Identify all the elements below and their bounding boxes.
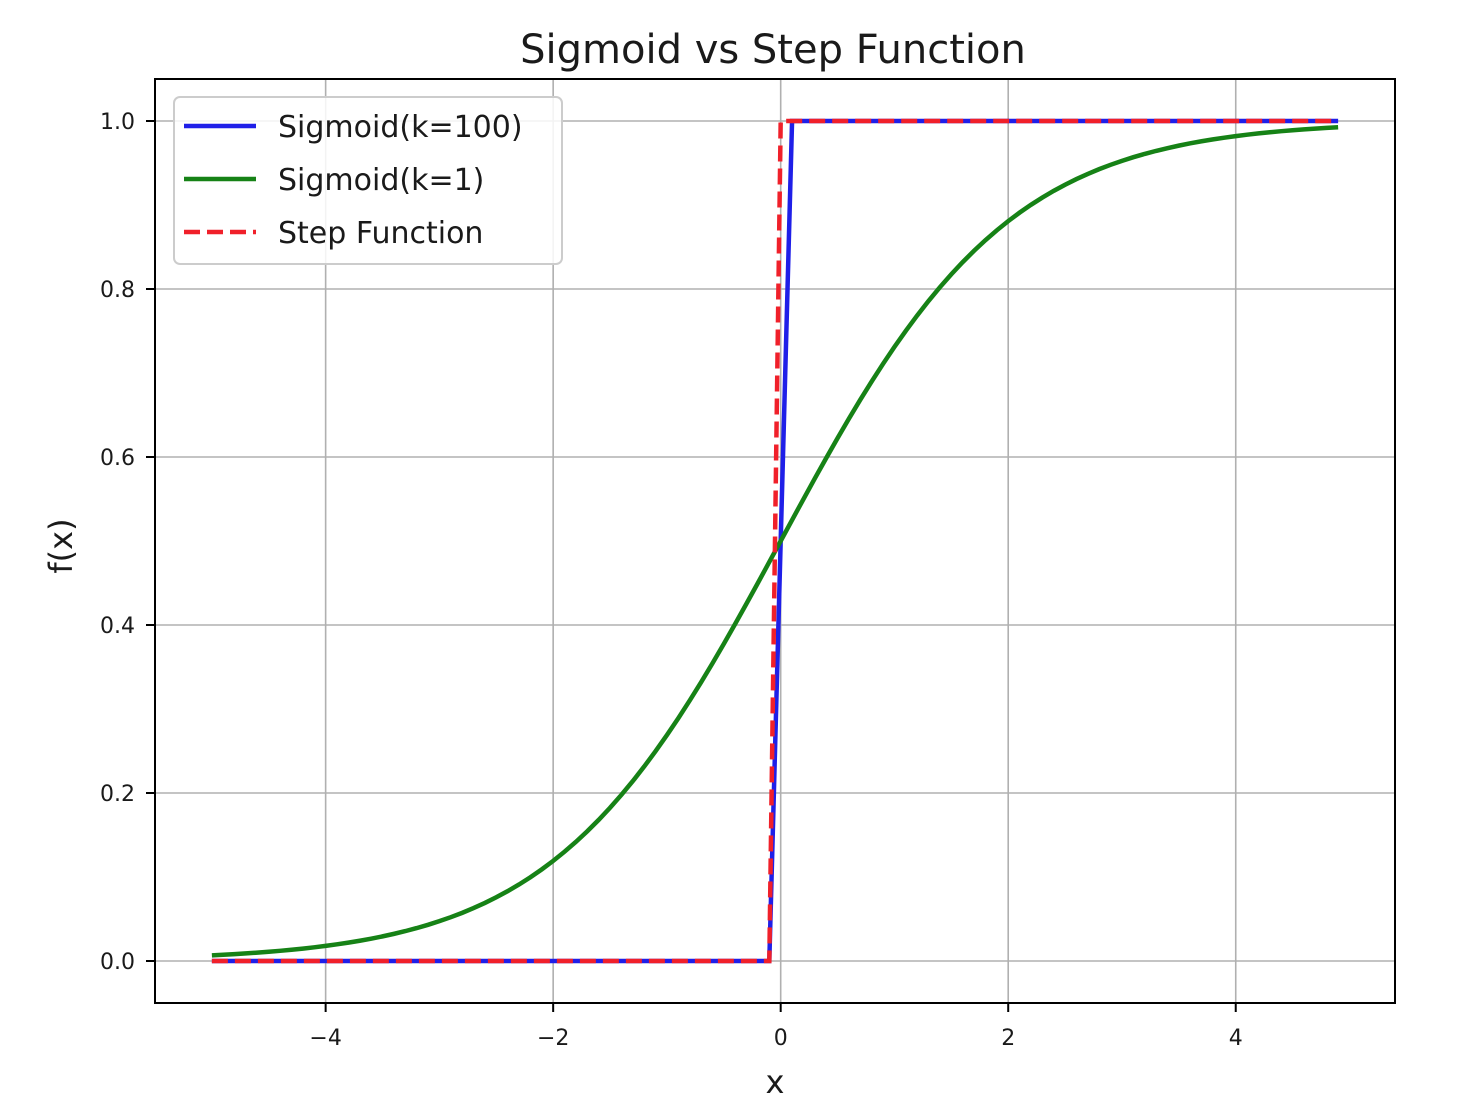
series-step-function bbox=[211, 118, 1339, 964]
legend-label: Sigmoid(k=1) bbox=[278, 163, 484, 198]
plot-frame bbox=[154, 78, 1396, 1004]
legend-label: Step Function bbox=[278, 216, 483, 251]
x-tick-label: 2 bbox=[1001, 1026, 1015, 1051]
legend: Sigmoid(k=100) Sigmoid(k=1) Step Function bbox=[173, 96, 563, 265]
x-tick-label: 4 bbox=[1229, 1026, 1243, 1051]
y-axis-label: f(x) bbox=[42, 518, 80, 573]
chart-title: Sigmoid vs Step Function bbox=[520, 27, 1026, 73]
x-tick-label: −4 bbox=[309, 1026, 341, 1051]
y-tick-label: 0.4 bbox=[100, 614, 135, 639]
y-tick-label: 1.0 bbox=[100, 110, 135, 135]
x-tick-label: −2 bbox=[537, 1026, 569, 1051]
y-tick-label: 0.8 bbox=[100, 278, 135, 303]
y-tick-label: 0.0 bbox=[100, 950, 135, 975]
axis-ticks: −4 −2 0 2 4 0.0 0.2 0.4 0.6 0.8 1.0 bbox=[100, 110, 1243, 1051]
series-lines bbox=[211, 118, 1339, 964]
y-tick-label: 0.6 bbox=[100, 446, 135, 471]
legend-box bbox=[173, 96, 563, 265]
x-axis-label: x bbox=[766, 1063, 785, 1101]
x-tick-label: 0 bbox=[774, 1026, 788, 1051]
legend-label: Sigmoid(k=100) bbox=[278, 110, 523, 145]
y-tick-label: 0.2 bbox=[100, 782, 135, 807]
